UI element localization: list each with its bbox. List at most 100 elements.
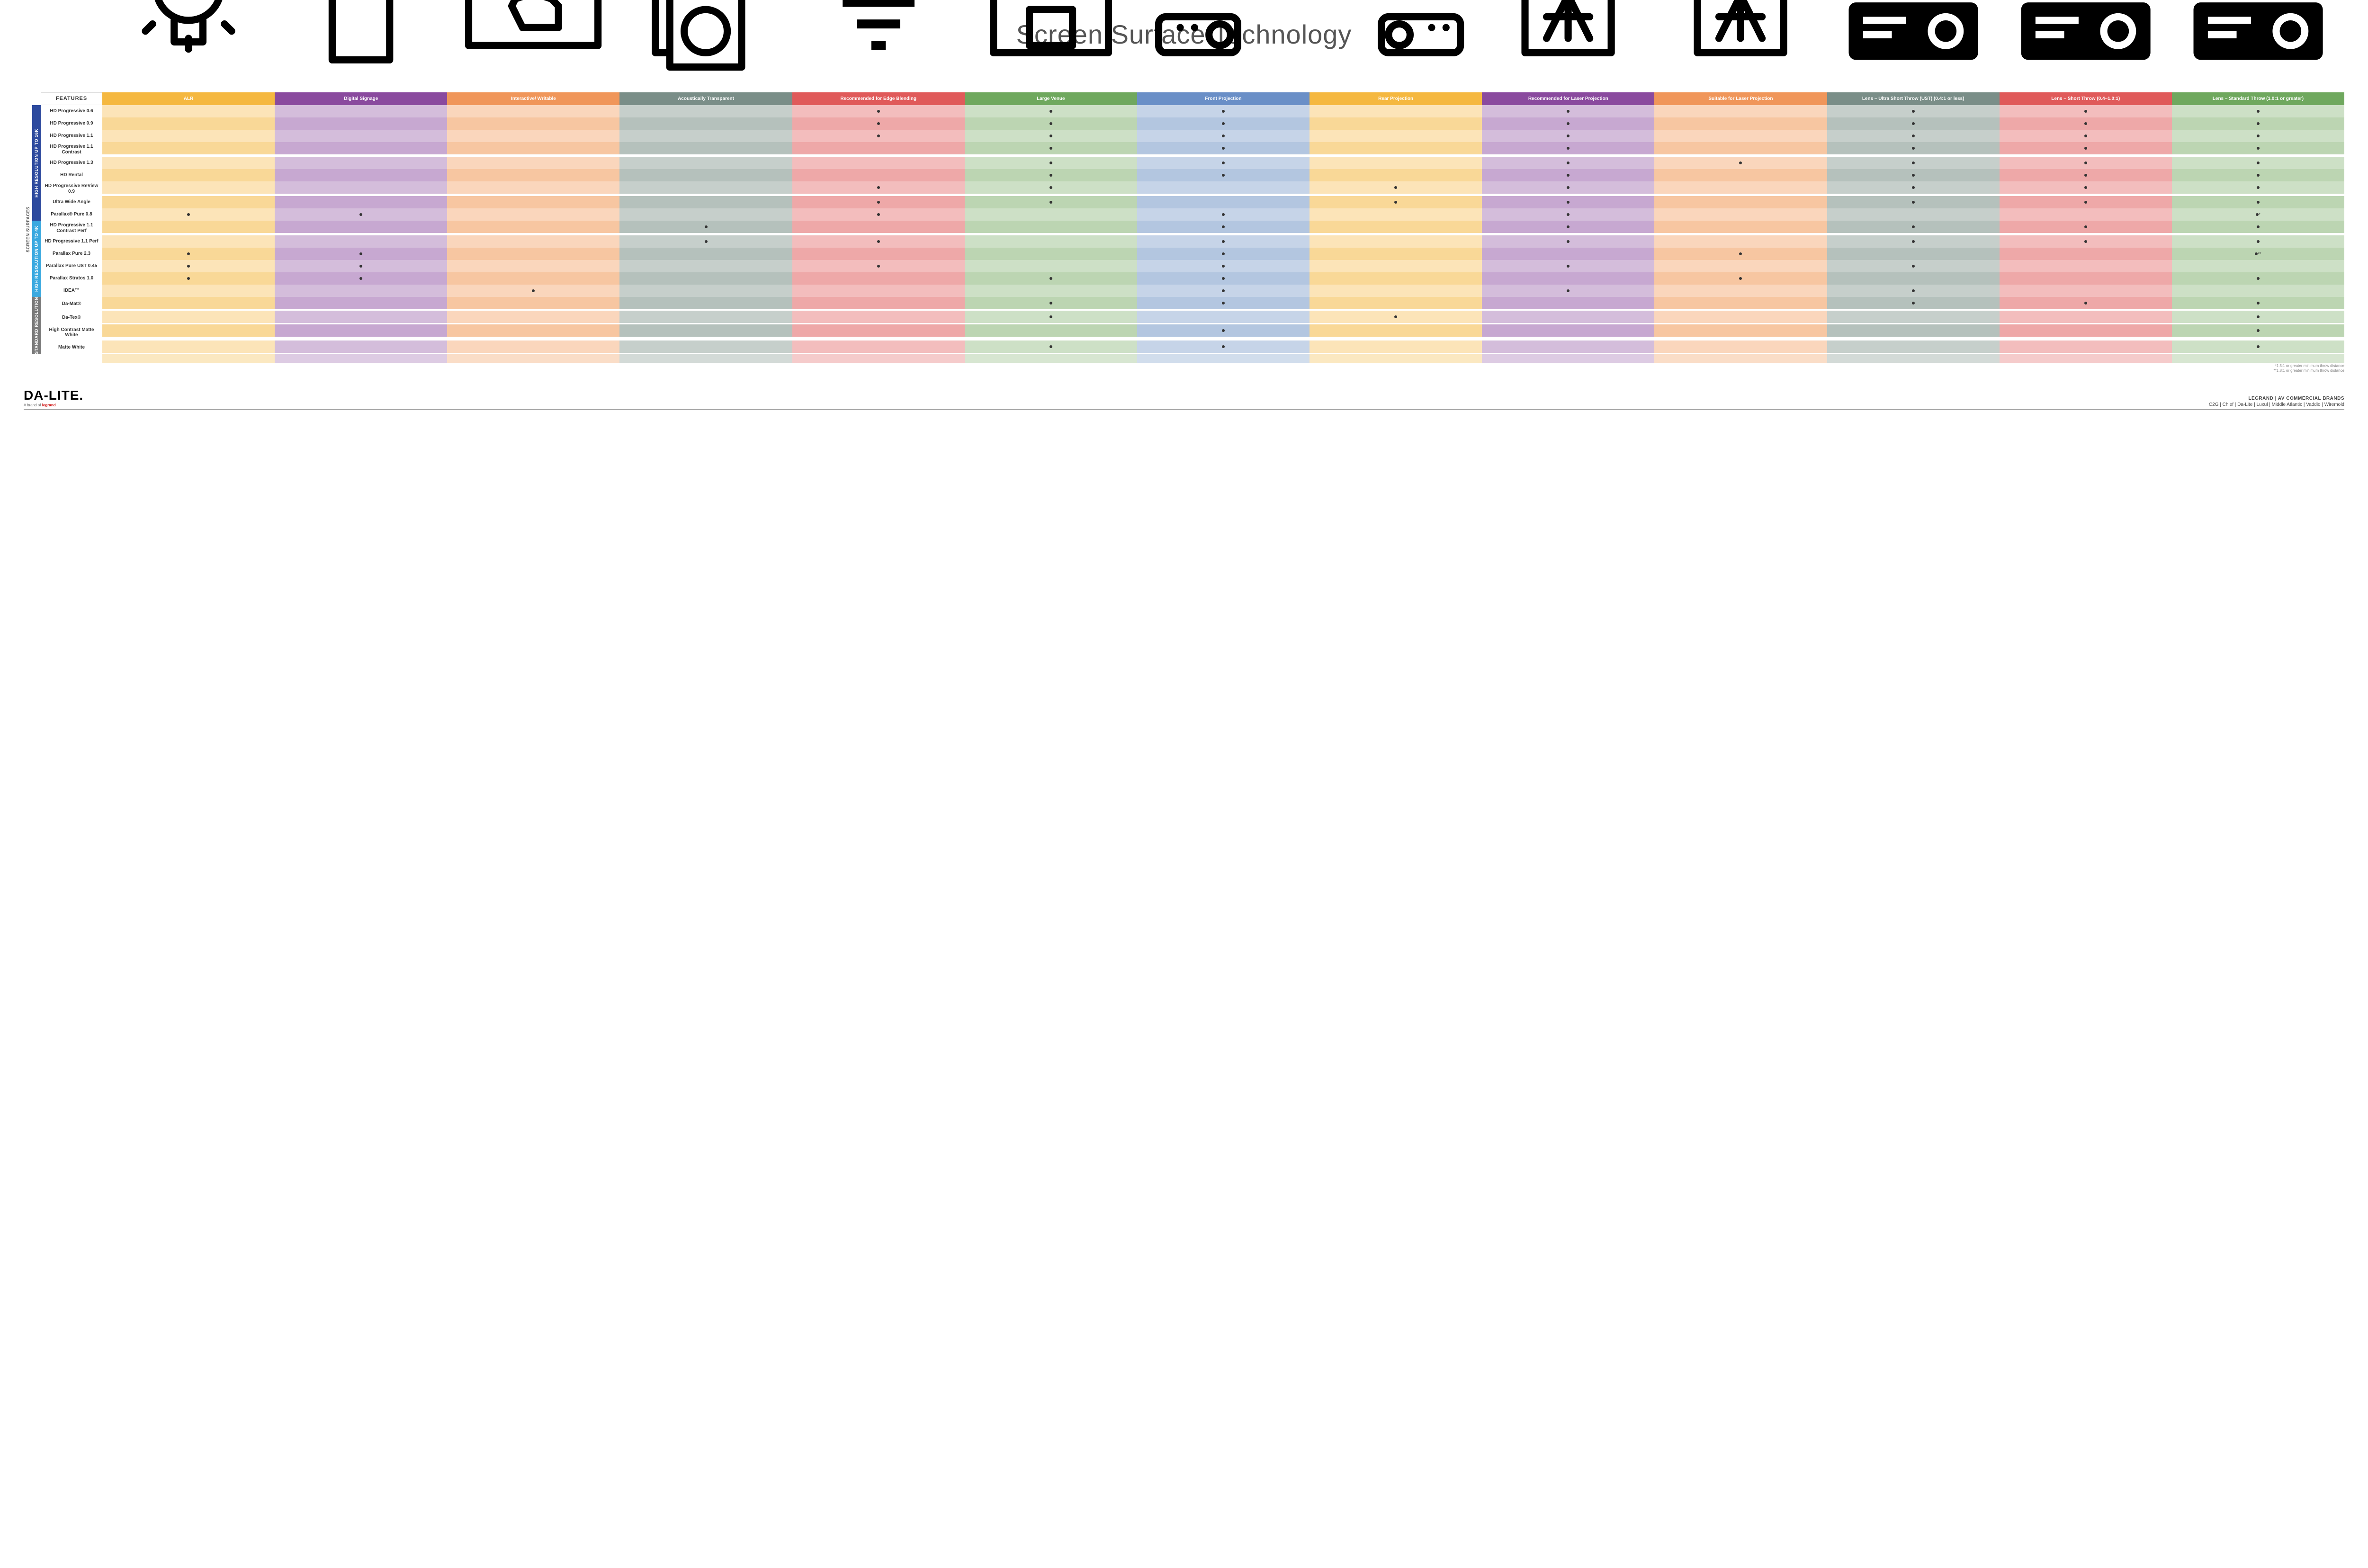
cell [1654,285,1827,297]
col-header-ust: Lens – Ultra Short Throw (UST) (0.4:1 or… [1827,92,2000,105]
spacer-cell [1482,354,1654,363]
cell [1137,157,1310,169]
cell [2172,117,2344,130]
cell [1827,196,2000,208]
spacer-cell [792,354,965,363]
cell [792,196,965,208]
cell [1482,181,1654,194]
cell [1482,196,1654,208]
cell [447,260,619,272]
cell [102,285,275,297]
row-label: HD Progressive 0.6 [41,105,102,117]
spacer-cell [1654,354,1827,363]
cell [1482,260,1654,272]
cell [102,169,275,181]
cell [1482,324,1654,337]
cell [275,181,447,194]
cell [1654,157,1827,169]
cell [619,157,792,169]
cell [792,297,965,309]
cell [2172,181,2344,194]
spacer-cell [447,354,619,363]
footer-brands: LEGRAND | AV COMMERCIAL BRANDS C2G | Chi… [2209,396,2344,407]
footnotes: *1.5:1 or greater minimum throw distance… [102,364,2344,374]
cell [965,235,1137,248]
col-header-suitlaser: Suitable for Laser Projection [1654,92,1827,105]
short-icon: Short [2000,64,2172,92]
cell [1482,272,1654,285]
cell [275,260,447,272]
cell [619,196,792,208]
sign-icon [275,64,447,92]
cell [2172,272,2344,285]
row-label: Parallax Stratos 1.0 [41,272,102,285]
spacer-cell [1827,354,2000,363]
cell [275,130,447,142]
cell [275,311,447,323]
cell [1310,297,1482,309]
cell [2172,142,2344,154]
cell [275,297,447,309]
cell [102,340,275,353]
cell [619,248,792,260]
cell [1310,221,1482,233]
cell [1827,157,2000,169]
row-label: HD Progressive 1.1 Perf [41,235,102,248]
cell [1827,235,2000,248]
row-label: Parallax® Pure 0.8 [41,208,102,221]
cell [619,340,792,353]
cell [447,340,619,353]
spacer-cell [1137,354,1310,363]
cell [1827,142,2000,154]
row-label: HD Rental [41,169,102,181]
cell: ** [2172,248,2344,260]
cell [1654,297,1827,309]
cell [792,221,965,233]
cell [275,340,447,353]
cell [1827,324,2000,337]
spacer-cell [2172,354,2344,363]
cell [619,208,792,221]
cell [1310,285,1482,297]
cell [1482,297,1654,309]
row-label: HD Progressive 1.3 [41,157,102,169]
cell [447,117,619,130]
cell [2172,297,2344,309]
cell [1310,208,1482,221]
cell [1482,105,1654,117]
cell [1654,105,1827,117]
cell [2000,285,2172,297]
cell [102,105,275,117]
cell [1310,142,1482,154]
cell [792,248,965,260]
cell [1310,181,1482,194]
cell [447,285,619,297]
cell [102,157,275,169]
row-label: HD Progressive 1.1 Contrast Perf [41,221,102,235]
cell [1827,272,2000,285]
cell [2000,142,2172,154]
cell [102,248,275,260]
cell [1482,169,1654,181]
cell [1827,130,2000,142]
cell [1827,297,2000,309]
col-header-writable: Interactive/ Writable [447,92,619,105]
cell [1137,340,1310,353]
footer: DA-LITE. A brand of legrand LEGRAND | AV… [24,388,2344,410]
cell [1137,208,1310,221]
side-label-surfaces: SCREEN SURFACES [24,105,32,354]
cell [102,142,275,154]
cell [2000,272,2172,285]
row-label: Ultra Wide Angle [41,196,102,208]
cell [619,117,792,130]
cell [792,324,965,337]
cell [965,272,1137,285]
col-header-large: Large Venue [965,92,1137,105]
cell [447,157,619,169]
cell [1482,248,1654,260]
cell [102,221,275,233]
cell [1654,324,1827,337]
row-label: Matte White [41,340,102,354]
cell [1310,105,1482,117]
cell [447,311,619,323]
